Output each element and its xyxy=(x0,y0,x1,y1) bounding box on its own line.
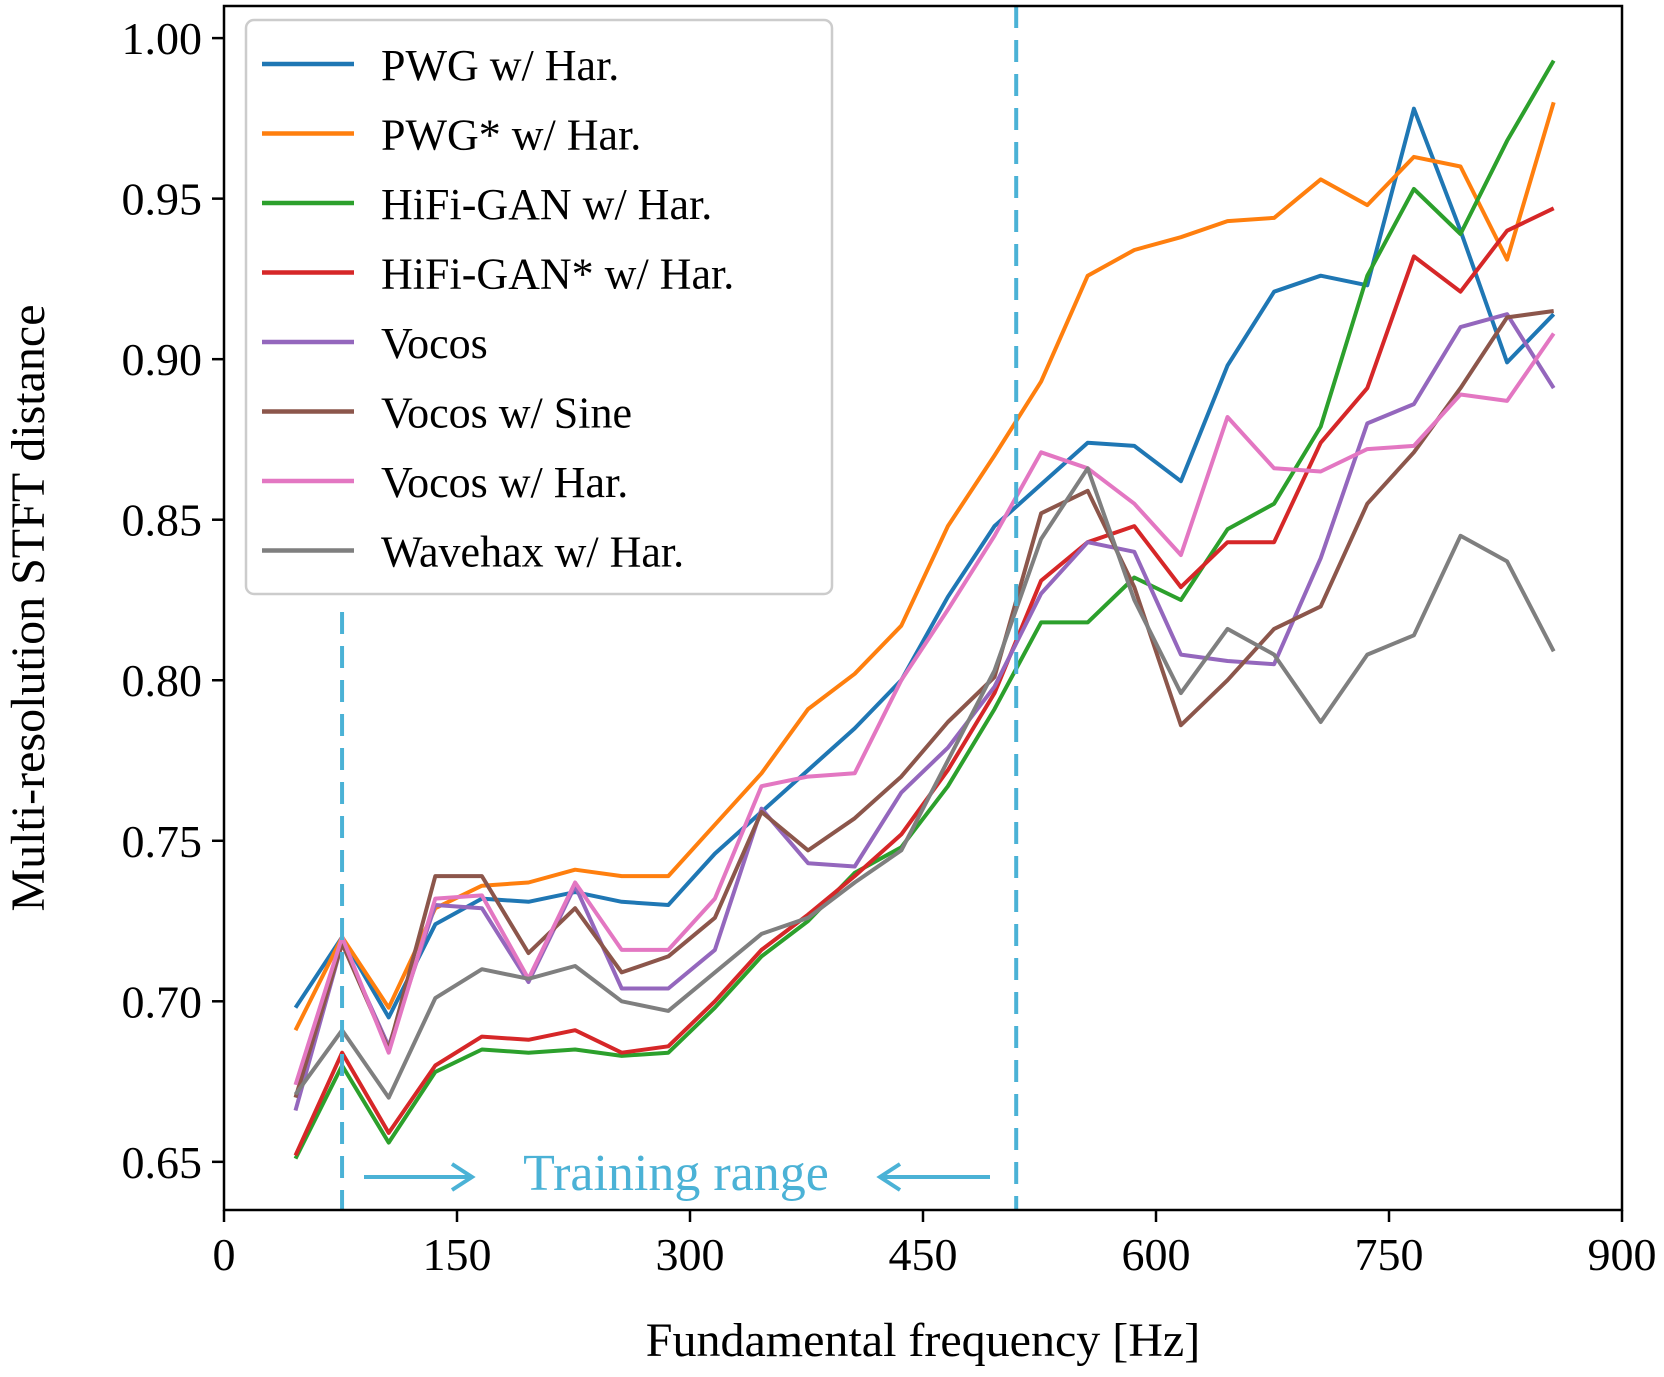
legend-box xyxy=(244,18,834,596)
y-tick-label: 0.65 xyxy=(122,1137,203,1188)
training-range-label: Training range xyxy=(523,1145,829,1202)
legend-label: HiFi-GAN w/ Har. xyxy=(381,180,712,229)
y-tick-label: 0.80 xyxy=(122,655,203,706)
x-tick-label: 900 xyxy=(1588,1229,1657,1280)
y-tick-label: 0.70 xyxy=(122,976,203,1027)
series-line-pwg-w-har xyxy=(293,106,1556,1020)
series-line-vocos xyxy=(293,312,1556,1112)
legend-label: PWG* w/ Har. xyxy=(381,111,641,160)
y-tick-label: 1.00 xyxy=(122,13,203,64)
y-tick-label: 0.75 xyxy=(122,816,203,867)
left-arrow-icon xyxy=(876,1162,902,1192)
legend: PWG w/ Har. PWG* w/ Har. HiFi-GAN w/ Har. H… xyxy=(244,18,834,596)
ticks-layer: 0 150 300 450 600 750 900 0.65 0.70 0.75 0.80 0.85 0… xyxy=(122,13,1657,1280)
training-range-annotation: Training range xyxy=(340,6,1019,1210)
legend-label: Wavehax w/ Har. xyxy=(381,528,684,577)
series-line-hifi-gan-w-har xyxy=(293,59,1556,1160)
y-tick-label: 0.90 xyxy=(122,334,203,385)
x-tick-label: 0 xyxy=(213,1229,236,1280)
series-line-pwg-w-har xyxy=(293,101,1556,1032)
x-tick-label: 600 xyxy=(1122,1229,1191,1280)
x-tick-label: 150 xyxy=(423,1229,492,1280)
legend-label: Vocos w/ Sine xyxy=(381,389,632,438)
y-tick-label: 0.85 xyxy=(122,495,203,546)
x-tick-label: 750 xyxy=(1355,1229,1424,1280)
legend-label: PWG w/ Har. xyxy=(381,41,619,90)
plot-frame xyxy=(222,4,1624,1212)
series-line-vocos-w-har xyxy=(293,332,1556,1086)
legend-label: Vocos w/ Har. xyxy=(381,458,628,507)
series-layer xyxy=(293,59,1556,1160)
x-axis-title: Fundamental frequency [Hz] xyxy=(646,1314,1200,1367)
series-line-wavehax-w-har xyxy=(293,466,1556,1100)
y-axis-title: Multi-resolution STFT distance xyxy=(2,304,55,911)
right-arrow-icon xyxy=(450,1162,476,1192)
legend-label: Vocos xyxy=(381,319,488,368)
y-tick-label: 0.95 xyxy=(122,174,203,225)
x-tick-label: 300 xyxy=(656,1229,725,1280)
x-tick-label: 450 xyxy=(889,1229,958,1280)
legend-label: HiFi-GAN* w/ Har. xyxy=(381,250,734,299)
series-line-vocos-w-sine xyxy=(293,309,1554,1099)
